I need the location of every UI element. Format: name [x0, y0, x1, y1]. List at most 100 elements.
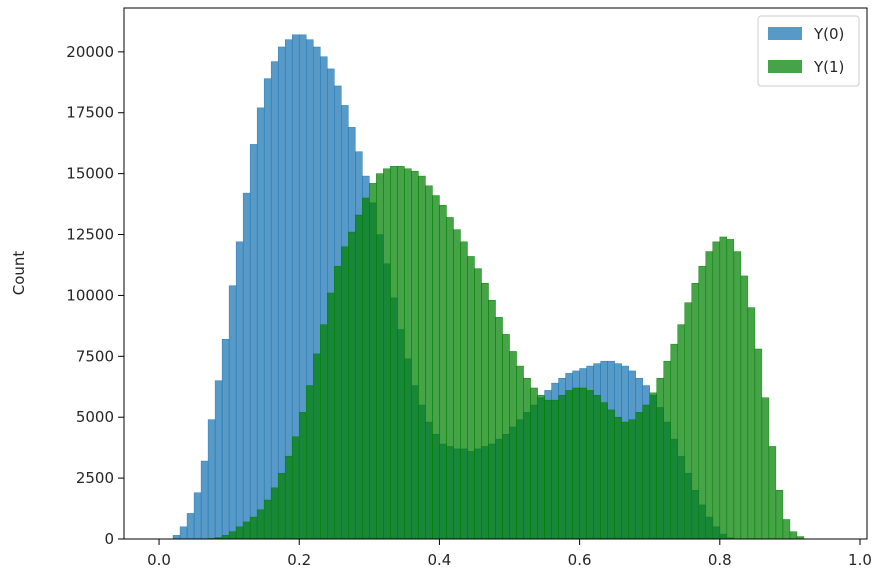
bar-y1-30 — [369, 183, 377, 540]
bar-y1-82 — [733, 251, 742, 540]
bar-y1-19 — [291, 436, 300, 540]
bar-y1-22 — [313, 353, 321, 540]
x-tick-label: 1.0 — [848, 551, 872, 569]
y-tick-label: 5000 — [76, 408, 114, 426]
bar-y1-81 — [726, 239, 735, 540]
bar-y0-3 — [179, 526, 188, 540]
bar-y1-64 — [607, 409, 615, 540]
bar-y1-56 — [551, 399, 559, 540]
bar-y0-14 — [256, 107, 265, 540]
bar-y0-16 — [270, 61, 279, 540]
bar-y1-90 — [789, 531, 798, 540]
bar-y1-28 — [355, 214, 363, 540]
bar-y1-57 — [558, 395, 566, 540]
bar-y1-49 — [502, 334, 510, 540]
y-tick-label: 7500 — [76, 347, 114, 365]
bar-y1-33 — [390, 166, 398, 540]
y-axis: 0 2500 5000 7500 10000 12500 15000 17500 20000 — [66, 43, 124, 548]
bar-y1-89 — [782, 519, 791, 540]
y-tick-label: 0 — [104, 530, 114, 548]
bar-y1-45 — [474, 268, 482, 540]
bar-y1-20 — [298, 412, 307, 540]
y-tick-label: 17500 — [66, 104, 114, 122]
bar-y0-12 — [242, 192, 251, 540]
bar-y1-51 — [516, 365, 524, 540]
bar-y1-36 — [411, 170, 419, 540]
bar-y0-17 — [277, 46, 286, 540]
bar-y1-26 — [341, 246, 349, 540]
bar-y1-27 — [348, 231, 356, 540]
bar-y1-46 — [481, 282, 489, 540]
x-tick-label: 0.2 — [287, 551, 311, 569]
bar-y1-47 — [488, 300, 496, 540]
bar-y1-71 — [656, 377, 664, 540]
bar-y1-77 — [698, 265, 707, 540]
bar-y1-78 — [705, 251, 714, 540]
x-axis: 0.0 0.2 0.4 0.6 0.8 1.0 — [147, 539, 872, 569]
bar-y0-10 — [228, 285, 237, 540]
bar-y1-50 — [509, 351, 517, 540]
bar-y1-59 — [572, 387, 580, 540]
bar-y1-66 — [621, 421, 629, 540]
bar-y1-41 — [446, 217, 454, 540]
bar-y1-38 — [425, 185, 433, 540]
legend-swatch-y0 — [768, 27, 802, 40]
bar-y0-13 — [249, 144, 258, 540]
legend-label-y1: Y(1) — [813, 58, 844, 76]
bar-y1-85 — [754, 348, 763, 540]
bar-y1-11 — [235, 526, 244, 540]
bar-y0-7 — [207, 419, 216, 540]
bar-y1-40 — [439, 205, 447, 540]
bar-y1-83 — [740, 275, 749, 540]
bar-y1-12 — [242, 521, 251, 540]
bar-y1-62 — [593, 395, 601, 540]
bar-y1-70 — [649, 392, 657, 540]
bar-y0-6 — [200, 460, 209, 540]
bar-y1-44 — [467, 256, 475, 540]
bar-y1-37 — [418, 175, 426, 540]
bar-y1-13 — [249, 516, 258, 540]
bar-y1-32 — [383, 168, 391, 540]
legend-label-y0: Y(0) — [813, 25, 844, 43]
plot-frame — [123, 7, 868, 540]
bar-y1-21 — [305, 385, 314, 540]
legend-swatch-y1 — [768, 60, 802, 73]
bar-y1-34 — [397, 166, 405, 540]
bar-y1-31 — [376, 173, 384, 540]
bar-y0-4 — [186, 513, 195, 540]
bar-y1-48 — [495, 317, 503, 540]
y-tick-label: 2500 — [76, 469, 114, 487]
y-tick-label: 10000 — [66, 286, 114, 304]
bar-y1-29 — [362, 197, 370, 540]
y-tick-label: 20000 — [66, 43, 114, 61]
bar-y0-5 — [193, 492, 202, 540]
x-tick-label: 0.4 — [427, 551, 451, 569]
bar-y0-11 — [235, 241, 244, 540]
y-tick-label: 15000 — [66, 165, 114, 183]
bar-y1-87 — [768, 446, 777, 540]
bar-y0-2 — [172, 535, 181, 540]
legend: Y(0) Y(1) — [757, 15, 860, 87]
bar-y1-18 — [284, 455, 293, 540]
x-tick-label: 0.6 — [568, 551, 592, 569]
bar-y1-25 — [334, 265, 342, 540]
bar-y1-69 — [642, 404, 650, 540]
y-tick-label: 12500 — [66, 226, 114, 244]
bar-y1-80 — [719, 236, 728, 540]
bar-y1-74 — [677, 324, 686, 540]
bar-y1-9 — [221, 535, 230, 540]
bar-y1-23 — [320, 324, 328, 540]
bar-y1-52 — [523, 377, 531, 540]
bar-y1-79 — [712, 241, 721, 540]
x-tick-label: 0.0 — [147, 551, 171, 569]
bar-y1-35 — [404, 168, 412, 540]
y-axis-label: Count — [10, 251, 28, 296]
bar-y1-73 — [670, 343, 678, 540]
bar-y1-16 — [270, 487, 279, 540]
bar-y1-65 — [614, 416, 622, 540]
bar-y1-10 — [228, 531, 237, 540]
bar-y1-76 — [691, 282, 700, 540]
bar-y1-88 — [775, 490, 784, 540]
bar-y1-39 — [432, 195, 440, 540]
x-tick-label: 0.8 — [708, 551, 732, 569]
